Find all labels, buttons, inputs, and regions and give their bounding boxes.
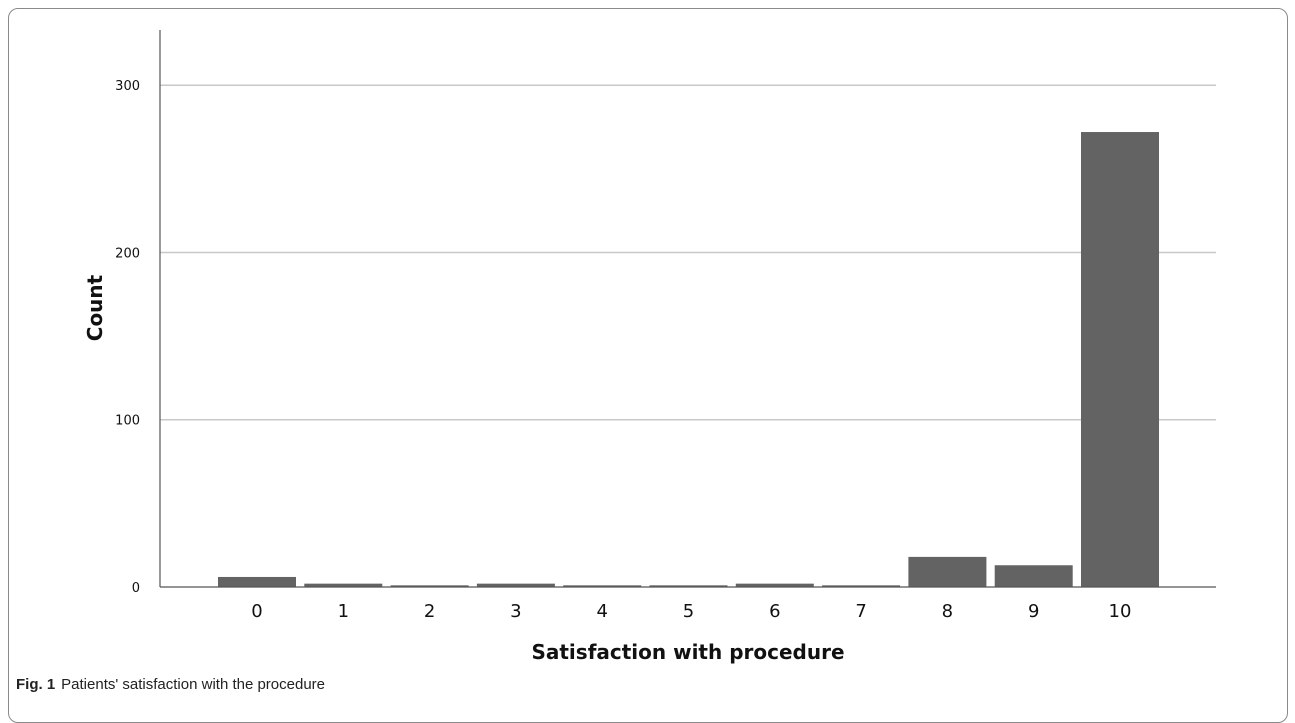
x-tick-label: 1 [338, 601, 349, 622]
x-tick-label: 5 [683, 601, 694, 622]
x-tick-label: 2 [424, 601, 435, 622]
bar [304, 583, 383, 587]
figure-caption-text: Patients' satisfaction with the procedur… [61, 676, 326, 693]
bar [908, 556, 987, 587]
x-tick-labels: 0 1 2 3 4 5 6 7 8 9 10 [251, 601, 1131, 622]
y-axis-title: Count [83, 274, 107, 341]
figure-caption: Fig. 1 Patients' satisfaction with the pr… [16, 676, 325, 693]
y-tick-label: 100 [115, 414, 140, 429]
gridlines [160, 84, 1216, 421]
bar [735, 583, 814, 587]
bar [994, 565, 1073, 587]
x-tick-label: 9 [1028, 601, 1039, 622]
x-tick-label: 6 [769, 601, 780, 622]
x-tick-label: 10 [1109, 601, 1132, 622]
bar [218, 576, 296, 587]
x-tick-label: 7 [855, 601, 866, 622]
y-tick-labels: 0 100 200 300 [115, 79, 140, 596]
x-tick-label: 4 [596, 601, 607, 622]
bar [476, 583, 555, 587]
figure-label: Fig. 1 [16, 676, 56, 693]
bar [822, 585, 901, 587]
bar-chart: 0 100 200 300 0 1 2 3 4 5 6 7 8 9 10 Count Satisfacti… [83, 30, 1216, 664]
axes [159, 30, 1216, 588]
x-tick-label: 8 [942, 601, 953, 622]
y-tick-label: 200 [115, 246, 140, 261]
x-tick-label: 0 [251, 601, 262, 622]
bar [563, 585, 642, 587]
bar [1081, 132, 1159, 588]
bars [218, 132, 1159, 588]
bar [390, 585, 469, 587]
bar [649, 585, 728, 587]
figure-frame [8, 8, 1288, 723]
x-axis-title: Satisfaction with procedure [531, 640, 844, 664]
y-tick-label: 0 [132, 581, 140, 596]
x-tick-label: 3 [510, 601, 521, 622]
y-tick-label: 300 [115, 79, 140, 94]
